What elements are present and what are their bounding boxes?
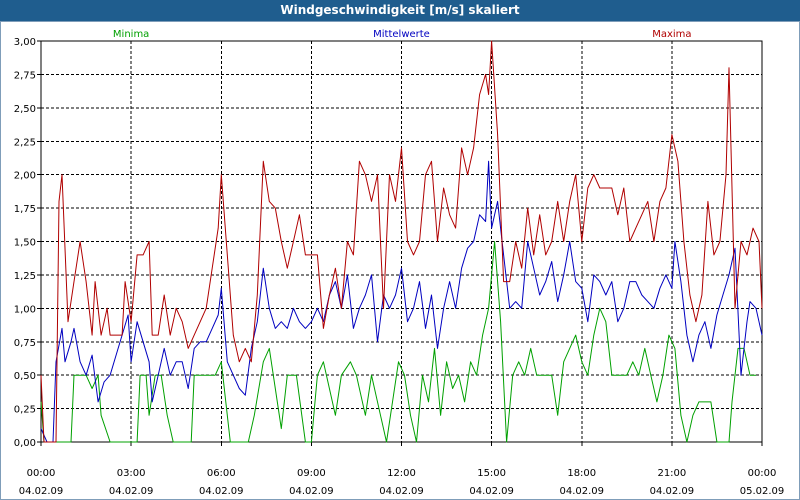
series-line-minima	[40, 241, 756, 443]
x-tick-date-label: 04.02.09	[650, 486, 695, 497]
x-tick-time-label: 03:00	[117, 468, 146, 479]
y-tick-label: 2,75	[14, 70, 36, 81]
x-tick-time-label: 09:00	[297, 468, 326, 479]
x-tick-time-label: 18:00	[567, 468, 596, 479]
x-tick-date-label: 04.02.09	[559, 486, 604, 497]
y-tick-label: 1,00	[14, 304, 36, 315]
y-tick-label: 1,25	[14, 271, 36, 282]
y-tick-label: 0,75	[14, 338, 36, 349]
series-line-maxima	[40, 40, 763, 443]
y-tick-label: 1,75	[14, 204, 36, 215]
x-tick-date-label: 04.02.09	[469, 486, 514, 497]
y-tick-label: 0,25	[14, 405, 36, 416]
y-tick-label: 2,00	[14, 171, 36, 182]
legend-label-minima: Minima	[113, 29, 149, 40]
y-tick-label: 2,50	[14, 104, 36, 115]
x-tick-time-label: 00:00	[27, 468, 56, 479]
legend-label-maxima: Maxima	[652, 29, 691, 40]
y-tick-label: 2,25	[14, 137, 36, 148]
y-tick-label: 0,50	[14, 371, 36, 382]
chart-frame: 0,00 0,25 0,50 0,75 1,00 1,25 1,50 1,75 2,00 2,25…	[0, 21, 800, 500]
x-tick-time-label: 00:00	[748, 468, 777, 479]
y-tick-label: 0,00	[14, 438, 36, 449]
x-tick-date-label: 04.02.09	[19, 486, 64, 497]
window-title: Windgeschwindigkeit [m/s] skaliert	[0, 0, 800, 21]
x-tick-date-label: 04.02.09	[109, 486, 154, 497]
wind-speed-chart: 0,00 0,25 0,50 0,75 1,00 1,25 1,50 1,75 2,00 2,25…	[14, 29, 785, 497]
x-tick-time-label: 06:00	[207, 468, 236, 479]
series-line-mittelwerte	[40, 160, 763, 443]
legend-label-mittelwerte: Mittelwerte	[373, 29, 430, 40]
x-tick-date-label: 04.02.09	[289, 486, 334, 497]
x-tick-date-label: 04.02.09	[199, 486, 244, 497]
x-tick-date-label: 04.02.09	[379, 486, 424, 497]
x-tick-date-label: 05.02.09	[740, 486, 785, 497]
y-tick-label: 3,00	[14, 37, 36, 48]
x-tick-time-label: 15:00	[477, 468, 506, 479]
x-tick-time-label: 12:00	[387, 468, 416, 479]
x-tick-time-label: 21:00	[657, 468, 686, 479]
y-tick-label: 1,50	[14, 238, 36, 249]
